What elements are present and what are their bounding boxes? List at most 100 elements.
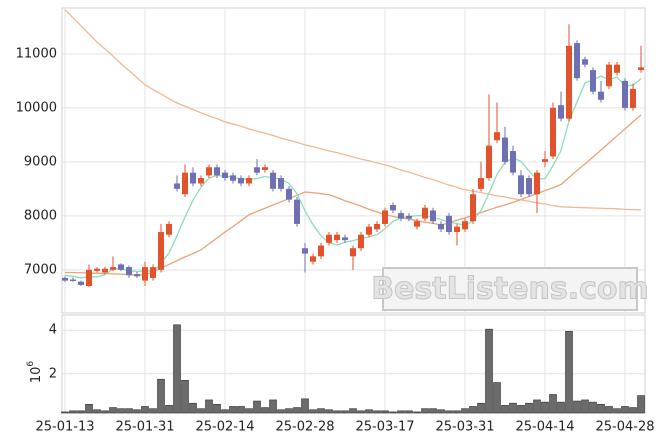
volume-bar bbox=[589, 401, 597, 414]
volume-bar bbox=[77, 410, 85, 414]
volume-bar bbox=[349, 408, 357, 414]
volume-bar bbox=[229, 406, 237, 414]
candle-body bbox=[294, 199, 300, 224]
candle-body bbox=[422, 207, 428, 219]
candle-body bbox=[534, 172, 540, 195]
y-tick-label: 11000 bbox=[16, 46, 57, 61]
volume-bar bbox=[493, 382, 501, 414]
volume-bar bbox=[581, 399, 589, 414]
volume-bar bbox=[125, 408, 133, 414]
candle-body bbox=[158, 232, 164, 270]
volume-bar bbox=[165, 405, 173, 414]
x-tick-label: 25-04-28 bbox=[595, 420, 654, 435]
watermark: BestListens.com bbox=[371, 267, 649, 311]
volume-scale-label: 106 bbox=[26, 361, 44, 384]
volume-bar bbox=[389, 411, 397, 414]
candle-body bbox=[598, 91, 604, 100]
candle-body bbox=[582, 59, 588, 65]
volume-bar bbox=[597, 403, 605, 414]
candle-body bbox=[94, 268, 100, 271]
volume-bar bbox=[269, 399, 277, 414]
candle-body bbox=[414, 221, 420, 227]
x-tick-label: 25-03-31 bbox=[435, 420, 494, 435]
volume-bar bbox=[429, 408, 437, 414]
volume-bar bbox=[413, 411, 421, 414]
candle-body bbox=[558, 105, 564, 119]
plot-frame bbox=[61, 314, 646, 414]
volume-bar bbox=[629, 407, 637, 414]
candle-body bbox=[302, 248, 308, 254]
candle-body bbox=[246, 178, 252, 184]
volume-bar bbox=[333, 410, 341, 414]
volume-bar bbox=[637, 395, 645, 414]
candle-body bbox=[574, 43, 580, 79]
y-tick-label: 10000 bbox=[16, 100, 57, 115]
candle-body bbox=[166, 223, 172, 235]
candle-body bbox=[214, 167, 220, 176]
candle-body bbox=[502, 137, 508, 162]
candle-body bbox=[638, 67, 644, 71]
candle-body bbox=[518, 175, 524, 195]
volume-bar bbox=[421, 408, 429, 414]
candle-body bbox=[62, 277, 68, 281]
volume-bar bbox=[101, 410, 109, 414]
volume-bar bbox=[325, 409, 333, 414]
candle-body bbox=[550, 107, 556, 157]
volume-bar bbox=[317, 408, 325, 414]
candle-body bbox=[198, 178, 204, 184]
candle-body bbox=[174, 183, 180, 189]
candle-body bbox=[622, 80, 628, 108]
volume-bar bbox=[197, 408, 205, 414]
candle-body bbox=[134, 274, 140, 277]
volume-bar bbox=[149, 408, 157, 414]
volume-bar bbox=[445, 410, 453, 414]
volume-bar bbox=[365, 409, 373, 414]
volume-bar bbox=[285, 408, 293, 414]
candle-body bbox=[270, 172, 276, 189]
y-tick-label: 2 bbox=[49, 366, 57, 381]
candle-body bbox=[254, 167, 260, 173]
volume-bar bbox=[69, 410, 77, 414]
watermark-box bbox=[382, 267, 638, 311]
volume-bar bbox=[61, 411, 69, 414]
volume-bar bbox=[109, 407, 117, 414]
x-tick-label: 25-02-28 bbox=[275, 420, 334, 435]
volume-bar bbox=[525, 402, 533, 414]
y-tick-label: 4 bbox=[49, 323, 57, 338]
candle-body bbox=[318, 245, 324, 257]
volume-bar bbox=[541, 401, 549, 414]
candle-body bbox=[406, 215, 412, 219]
volume-bar bbox=[253, 400, 261, 414]
candle-body bbox=[510, 151, 516, 173]
candle-body bbox=[350, 248, 356, 257]
candle-body bbox=[478, 178, 484, 189]
volume-bar bbox=[565, 331, 573, 414]
x-tick-label: 25-03-17 bbox=[355, 420, 414, 435]
candle-body bbox=[398, 213, 404, 219]
candle-body bbox=[206, 167, 212, 176]
volume-bar bbox=[397, 410, 405, 414]
volume-bar bbox=[485, 328, 493, 414]
moving-average-line bbox=[64, 9, 642, 211]
volume-bar bbox=[245, 408, 253, 414]
candle-body bbox=[102, 268, 108, 273]
volume-bar bbox=[605, 406, 613, 414]
candle-body bbox=[446, 215, 452, 233]
volume-bar bbox=[453, 410, 461, 414]
candle-body bbox=[486, 145, 492, 179]
volume-bar bbox=[141, 406, 149, 414]
candle-body bbox=[190, 172, 196, 184]
volume-bar bbox=[501, 405, 509, 414]
candle-body bbox=[366, 226, 372, 235]
volume-bar bbox=[509, 402, 517, 414]
volume-bar bbox=[477, 402, 485, 414]
plot-frame bbox=[61, 7, 646, 314]
volume-bar bbox=[301, 398, 309, 414]
volume-bar bbox=[517, 405, 525, 414]
volume-bar bbox=[405, 410, 413, 414]
volume-bar bbox=[293, 407, 301, 414]
candle-body bbox=[182, 172, 188, 195]
volume-bar bbox=[277, 409, 285, 414]
volume-bar bbox=[613, 408, 621, 414]
volume-bar bbox=[157, 378, 165, 414]
